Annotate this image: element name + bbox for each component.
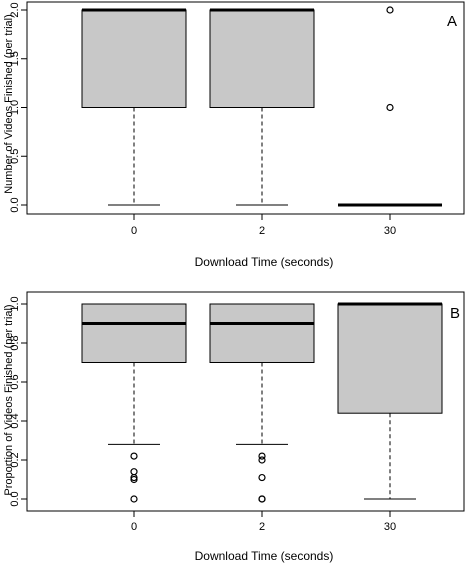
panel-a-y-tick-label: 1.0 <box>9 100 21 115</box>
panel-b-y-tick-label: 0.2 <box>9 452 21 467</box>
panel-b-outlier <box>258 456 266 464</box>
panel-b-x-axis-title: Download Time (seconds) <box>195 549 334 563</box>
panel-a-box <box>209 9 315 108</box>
panel-a-x-tick-label: 0 <box>131 225 137 237</box>
panel-b-label: B <box>450 305 460 322</box>
panel-b-outlier <box>130 495 138 503</box>
panel-b-outlier <box>258 452 266 460</box>
panel-b: 0.0 0.2 0.4 0.6 0.8 1.0 0 2 30 B Download Time (… <box>3 291 465 563</box>
panel-b-frame <box>26 291 465 512</box>
panel-a-outlier <box>386 103 394 112</box>
panel-b-outlier <box>258 495 266 503</box>
panel-b-x-tick-label: 2 <box>259 521 265 533</box>
panel-b-box <box>81 303 187 363</box>
panel-a-y-tick-label: 1.5 <box>9 51 21 66</box>
panel-b-outlier <box>258 473 266 482</box>
panel-b-y-tick-label: 0.6 <box>9 374 21 389</box>
panel-a-x-axis-title: Download Time (seconds) <box>195 255 334 269</box>
panel-a-x-tick-label: 30 <box>384 225 396 237</box>
panel-a-marks: 0.0 0.5 1.0 1.5 2.0 0 2 30 <box>9 2 442 237</box>
panel-a-y-tick-label: 2.0 <box>9 2 21 17</box>
panel-b-y-tick-label: 0.4 <box>9 413 21 428</box>
panel-b-x-tick-label: 30 <box>384 521 396 533</box>
panel-a: 0.0 0.5 1.0 1.5 2.0 0 2 30 A Download Time (sec… <box>3 1 465 269</box>
panel-a-y-axis-title: Number of Videos Finished (per trial) <box>3 14 15 194</box>
panel-b-box <box>337 303 443 414</box>
panel-a-y-tick-label: 0.5 <box>9 149 21 164</box>
panel-b-y-tick-label: 0.0 <box>9 491 21 506</box>
panel-a-x-tick-label: 2 <box>259 225 265 237</box>
panel-b-y-tick-label: 1.0 <box>9 296 21 311</box>
panel-b-x-tick-label: 0 <box>131 521 137 533</box>
panel-b-box <box>209 303 315 363</box>
panel-a-outlier <box>386 6 394 14</box>
panel-b-y-axis-title: Proportion of Videos Finished (per trial… <box>3 304 15 495</box>
panel-b-outlier <box>130 475 138 484</box>
panel-a-y-tick-label: 0.0 <box>9 197 21 212</box>
panel-b-outlier <box>130 468 138 476</box>
panel-b-y-tick-label: 0.8 <box>9 335 21 350</box>
panel-a-label: A <box>447 13 457 30</box>
panel-b-outlier <box>130 452 138 460</box>
panel-a-box <box>81 9 187 108</box>
panel-b-marks: 0.0 0.2 0.4 0.6 0.8 1.0 0 2 30 <box>9 296 443 533</box>
